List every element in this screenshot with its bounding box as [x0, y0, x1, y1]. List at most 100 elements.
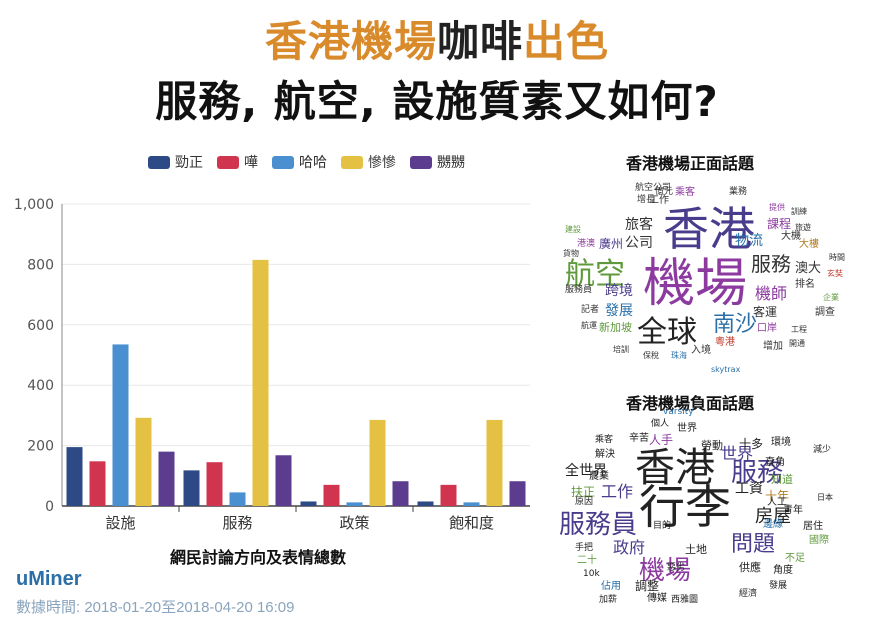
cloud-word: 不足 — [785, 553, 805, 564]
cloud-word: 知道 — [771, 473, 793, 486]
cloud-word: 環境 — [771, 437, 791, 448]
cloud-word: 直角 — [765, 457, 785, 468]
cloud-word: 澳大 — [795, 261, 822, 276]
cloud-word: 航空 — [565, 257, 625, 292]
legend-swatch — [217, 155, 239, 169]
legend-swatch — [410, 155, 432, 169]
cloud-word: skytrax — [711, 365, 741, 374]
cloud-word: 傳媒 — [647, 593, 667, 604]
cloud-word: 解決 — [595, 449, 615, 460]
cloud-word: 惡劣 — [667, 563, 686, 573]
legend-item[interactable]: 嬲嬲 — [410, 152, 465, 172]
cloud-word: 航空公司 — [635, 183, 672, 193]
cloud-word: 二十 — [577, 555, 597, 566]
cloud-word: 世界 — [677, 423, 697, 434]
cloud-word: 日本 — [817, 493, 833, 502]
legend-item[interactable]: 哈哈 — [272, 152, 327, 172]
cloud-word: 公司 — [625, 235, 653, 251]
cloud-word: 原因 — [575, 497, 594, 507]
bar-勁正-政策[interactable] — [300, 501, 317, 506]
cloud-word: 物流 — [735, 233, 763, 249]
brand-name: Miner — [28, 568, 82, 590]
cloud-word: 旅遊 — [795, 223, 811, 232]
cloud-word: 經濟 — [739, 589, 758, 599]
cloud-word: 政府 — [613, 538, 646, 557]
cloud-word: 世界 — [721, 444, 754, 463]
bar-哈哈-設施[interactable] — [112, 344, 129, 506]
positive-cloud-title: 香港機場正面話題 — [625, 154, 754, 173]
cloud-word: 人手 — [649, 433, 674, 447]
bar-慘慘-服務[interactable] — [252, 259, 269, 506]
title-dark: 咖啡 — [436, 17, 523, 66]
cloud-word: 10k — [583, 569, 600, 579]
cloud-word: 十年 — [765, 489, 790, 503]
brand-prefix: u — [16, 568, 29, 590]
bar-勁正-飽和度[interactable] — [417, 501, 434, 506]
bar-哈哈-服務[interactable] — [229, 492, 246, 506]
cloud-word: 粵港 — [715, 337, 735, 348]
cloud-word: 調整 — [635, 579, 660, 593]
bar-嬲嬲-政策[interactable] — [392, 481, 409, 506]
cloud-word: 業務 — [729, 187, 748, 197]
cloud-word: 全球 — [637, 315, 697, 350]
legend-label: 哈哈 — [299, 155, 327, 171]
bar-嘩-服務[interactable] — [206, 462, 223, 506]
cloud-word: 問題 — [731, 532, 776, 557]
cloud-word: 建設 — [565, 225, 581, 234]
cloud-word: 工作 — [649, 195, 669, 206]
y-tick-label: 0 — [45, 499, 54, 515]
cloud-word: 調查 — [815, 307, 835, 318]
chart-caption: 網民討論方向及表情總數 — [170, 548, 347, 567]
bar-勁正-設施[interactable] — [66, 447, 83, 506]
cloud-word: 發展 — [605, 303, 633, 319]
cloud-word: 記者 — [581, 305, 600, 315]
cloud-word: 加薪 — [599, 595, 618, 605]
positive-word-cloud: 香港 機場 航空 全球 南沙 服務 機師 旅客 公司 物流 跨境 發展 澳大 廣州 客運 課程 大機 大樓 排名 調查… — [555, 176, 855, 376]
cloud-word: 乘客 — [595, 435, 614, 445]
cloud-word: 服務員 — [559, 510, 638, 540]
bar-嘩-設施[interactable] — [89, 461, 106, 506]
cloud-word: 航運 — [581, 321, 597, 330]
subtitle: 服務, 航空, 設施質素又如何? — [155, 77, 719, 126]
bar-慘慘-政策[interactable] — [369, 419, 386, 506]
cloud-word: 居住 — [803, 521, 823, 532]
cloud-word: 青年 — [783, 505, 803, 516]
x-tick-label: 政策 — [339, 514, 369, 532]
negative-word-cloud: 行李 香港 服務員 機場 服務 問題 房屋 世界 工作 政府 全世界 工資 十多 十年 人手 勞動 調整 扶正 供應… — [555, 408, 855, 612]
cloud-word: 開通 — [789, 339, 805, 348]
cloud-word: 西雅圖 — [671, 595, 699, 605]
cloud-word: 企業 — [823, 293, 839, 302]
bar-嘩-政策[interactable] — [323, 484, 340, 506]
bar-嬲嬲-飽和度[interactable] — [509, 481, 526, 506]
legend-label: 勁正 — [175, 155, 203, 171]
cloud-word: 新加坡 — [599, 321, 632, 334]
cloud-word: 乘客 — [675, 187, 695, 198]
legend-item[interactable]: 勁正 — [148, 152, 203, 172]
brand-logo: uMiner — [16, 568, 82, 591]
cloud-word: 土地 — [685, 543, 707, 556]
cloud-word: 增長 — [637, 195, 656, 205]
legend-label: 慘慘 — [368, 155, 396, 171]
y-tick-label: 1,000 — [14, 197, 54, 213]
legend-item[interactable]: 慘慘 — [341, 152, 396, 172]
cloud-word: 減少 — [813, 445, 832, 455]
bar-嬲嬲-服務[interactable] — [275, 455, 292, 506]
y-tick-label: 800 — [27, 257, 54, 273]
legend-item[interactable]: 嘩 — [217, 152, 258, 172]
cloud-word: 供應 — [739, 561, 761, 574]
cloud-word: 發展 — [769, 581, 788, 591]
y-tick-label: 600 — [27, 318, 54, 334]
data-timestamp: 數據時間: 2018-01-20至2018-04-20 16:09 — [16, 599, 295, 616]
cloud-word: 珠海 — [671, 351, 687, 360]
bar-嬲嬲-設施[interactable] — [158, 451, 175, 506]
bar-哈哈-政策[interactable] — [346, 502, 363, 506]
bar-慘慘-設施[interactable] — [135, 417, 152, 506]
bar-哈哈-飽和度[interactable] — [463, 502, 480, 506]
legend-swatch — [272, 155, 294, 169]
bar-慘慘-飽和度[interactable] — [486, 419, 503, 506]
legend-label: 嬲嬲 — [437, 155, 465, 171]
cloud-word: 客運 — [753, 305, 778, 319]
x-tick-label: 飽和度 — [449, 514, 494, 532]
bar-嘩-飽和度[interactable] — [440, 484, 457, 506]
bar-勁正-服務[interactable] — [183, 470, 200, 506]
